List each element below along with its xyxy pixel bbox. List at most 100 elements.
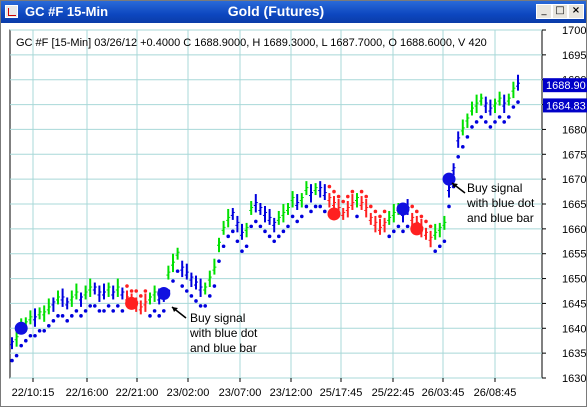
stop-dot <box>346 194 350 199</box>
stop-dot <box>97 309 102 313</box>
stop-dot <box>396 224 401 229</box>
stop-dot <box>65 319 69 323</box>
stop-dot <box>129 289 134 293</box>
y-tick-label: 1645 <box>562 298 586 310</box>
stop-dot <box>51 319 56 323</box>
close-button[interactable]: × <box>568 4 584 19</box>
stop-dot <box>37 328 42 333</box>
stop-dot <box>277 234 281 239</box>
stop-dot <box>189 294 194 298</box>
stop-dot <box>507 115 511 119</box>
stop-dot <box>300 214 304 219</box>
annotation-text: with blue dot <box>189 326 258 340</box>
y-tick-label: 1695 <box>562 50 586 62</box>
stop-dot <box>350 189 355 194</box>
stop-dot <box>392 229 396 234</box>
y-tick-label: 1640 <box>562 323 586 335</box>
annotation-arrowhead <box>452 183 458 188</box>
stop-dot <box>497 115 502 119</box>
stop-dot <box>456 154 461 159</box>
stop-dot <box>405 224 410 229</box>
stop-dot <box>309 209 313 214</box>
stop-dot <box>56 314 60 318</box>
maximize-button[interactable]: □ <box>552 4 568 19</box>
stop-dot <box>175 269 180 273</box>
stop-dot <box>410 204 415 209</box>
y-tick-label: 1680 <box>562 124 586 136</box>
stop-dot <box>318 204 323 209</box>
stop-dot <box>10 358 14 363</box>
stop-dot <box>157 314 161 318</box>
y-tick-label: 1650 <box>562 274 586 286</box>
stop-dot <box>447 204 451 209</box>
x-tick-label: 26/03:45 <box>422 387 465 399</box>
stop-dot <box>244 244 249 249</box>
chart-app-icon <box>5 5 18 18</box>
stop-dot <box>249 224 253 229</box>
stop-dot <box>415 209 419 214</box>
stop-dot <box>111 309 115 313</box>
stop-dot <box>212 284 217 288</box>
x-tick-label: 23/02:00 <box>167 387 210 399</box>
signal-blue-dot <box>396 202 410 216</box>
stop-dot <box>355 214 359 219</box>
stop-dot <box>442 239 447 244</box>
stop-dot <box>42 328 46 333</box>
stop-dot <box>511 105 516 109</box>
y-tick-label: 1700 <box>562 25 586 37</box>
quote-info-line: GC #F [15-Min] 03/26/12 +0.4000 C 1688.9… <box>16 37 487 49</box>
stop-dot <box>493 120 497 124</box>
signal-blue-dot <box>157 286 171 300</box>
annotation-text: and blue bar <box>190 341 257 355</box>
x-tick-label: 25/17:45 <box>320 387 363 399</box>
title-bar[interactable]: GC #F 15-Min Gold (Futures) _ □ × <box>1 1 586 23</box>
x-tick-label: 25/22:45 <box>372 387 415 399</box>
stop-dot <box>387 234 392 239</box>
stop-dot <box>484 120 488 124</box>
stop-dot <box>263 229 267 234</box>
stop-dot <box>139 294 143 298</box>
stop-dot <box>102 309 106 313</box>
stop-dot <box>488 125 493 129</box>
stop-dot <box>327 184 332 189</box>
y-tick-label: 1660 <box>562 224 586 236</box>
stop-dot <box>83 309 88 313</box>
stop-dot <box>419 214 424 219</box>
y-tick-label: 1635 <box>562 348 586 360</box>
annotation-text: Buy signal <box>467 181 522 195</box>
stop-dot <box>116 304 120 308</box>
price-label: 1688.90 <box>546 80 586 92</box>
stop-dot <box>152 309 157 313</box>
stop-dot <box>295 219 300 224</box>
stop-dot <box>125 284 129 288</box>
stop-dot <box>70 314 74 318</box>
annotation-text: Buy signal <box>190 311 245 325</box>
stop-dot <box>281 229 286 234</box>
stop-dot <box>378 214 382 219</box>
signal-red-dot <box>410 222 424 236</box>
minimize-button[interactable]: _ <box>536 4 552 19</box>
stop-dot <box>203 304 207 308</box>
stop-dot <box>143 289 148 293</box>
stop-dot <box>474 120 479 124</box>
stop-dot <box>79 314 83 318</box>
stop-dot <box>231 229 235 234</box>
stop-dot <box>341 199 346 204</box>
stop-dot <box>304 204 309 209</box>
stop-dot <box>313 204 318 209</box>
stop-dot <box>47 324 51 328</box>
x-tick-label: 22/16:00 <box>66 387 109 399</box>
stop-dot <box>180 284 184 288</box>
stop-dot <box>428 224 433 229</box>
stop-dot <box>198 304 203 308</box>
signal-red-dot <box>327 207 341 221</box>
stop-dot <box>461 145 465 149</box>
stop-dot <box>217 259 221 263</box>
stop-dot <box>286 224 290 229</box>
stop-dot <box>424 219 428 224</box>
price-label: 1684.83 <box>546 100 586 112</box>
stop-dot <box>516 100 520 104</box>
signal-blue-dot <box>14 321 28 335</box>
stop-dot <box>332 189 336 194</box>
